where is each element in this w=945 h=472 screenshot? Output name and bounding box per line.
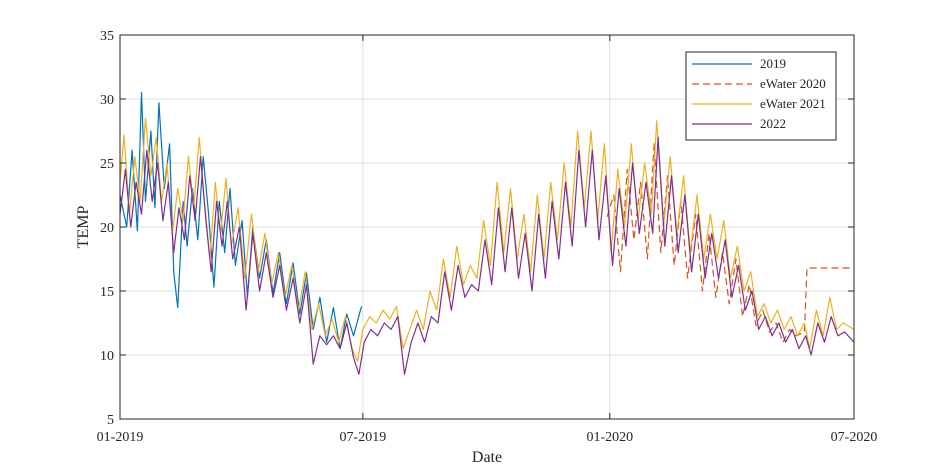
y-tick-label: 30 <box>100 93 114 108</box>
legend-label-0: 2019 <box>760 56 786 71</box>
legend-box <box>685 51 837 141</box>
series-line-0 <box>119 92 363 350</box>
legend: 2019 eWater 2020 eWater 2021 2022 <box>685 51 837 141</box>
legend-label-3: 2022 <box>760 116 786 131</box>
tick-marks <box>119 34 855 420</box>
y-tick-label: 15 <box>100 285 114 300</box>
tick-labels: 5 10 15 20 25 30 35 01-2019 07-2019 01-2020 07-202… <box>97 29 878 445</box>
legend-label-2: eWater 2021 <box>760 96 826 111</box>
series-line-3 <box>119 136 855 375</box>
y-tick-label: 5 <box>107 413 114 428</box>
y-axis-title: TEMP <box>75 206 92 249</box>
y-tick-label: 25 <box>100 157 114 172</box>
y-tick-label: 20 <box>100 221 114 236</box>
y-tick-label: 35 <box>100 29 114 44</box>
x-tick-label: 07-2020 <box>831 430 878 445</box>
x-axis-title: Date <box>472 449 502 466</box>
x-tick-label: 07-2019 <box>340 430 387 445</box>
legend-label-1: eWater 2020 <box>760 76 826 91</box>
y-tick-label: 10 <box>100 349 114 364</box>
series-group <box>119 92 855 375</box>
x-tick-label: 01-2019 <box>97 430 144 445</box>
x-tick-label: 01-2020 <box>586 430 633 445</box>
series-line-1 <box>606 143 854 343</box>
